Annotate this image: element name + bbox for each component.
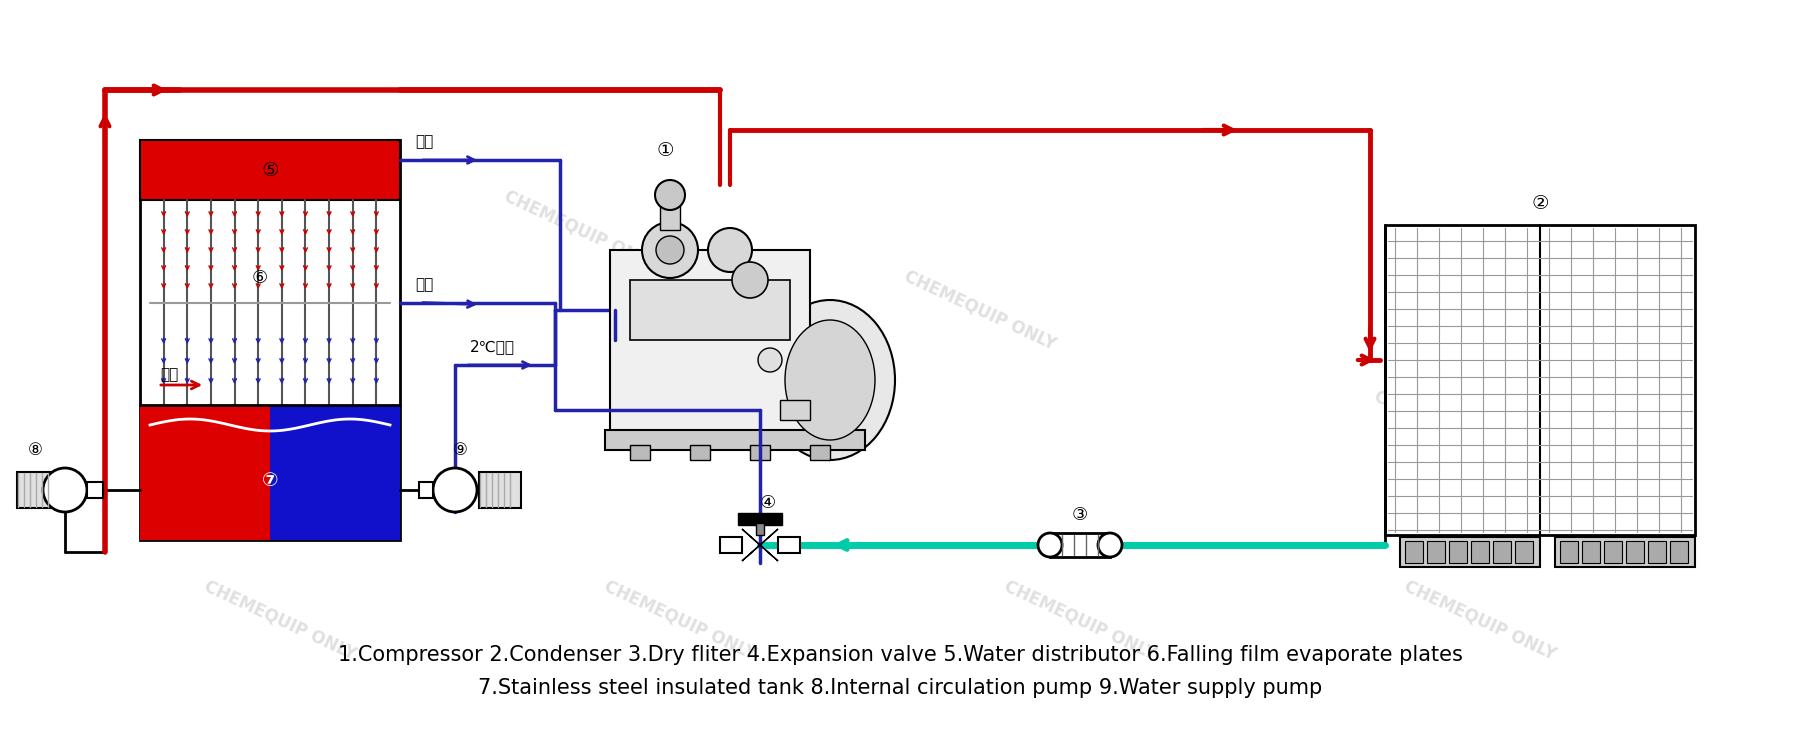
Text: CHEMEQUIP ONLY: CHEMEQUIP ONLY [601,577,760,663]
Bar [738,513,781,525]
Bar [1649,541,1667,563]
Text: ⑦: ⑦ [261,471,279,489]
Text: CHEMEQUIP ONLY: CHEMEQUIP ONLY [1001,577,1159,663]
Bar [1555,537,1696,567]
Bar [1449,541,1467,563]
Polygon shape [742,545,778,561]
Bar [756,523,763,535]
Bar [610,250,810,440]
Bar [751,445,770,460]
Text: 7.Stainless steel insulated tank 8.Internal circulation pump 9.Water supply pump: 7.Stainless steel insulated tank 8.Inter… [477,678,1323,698]
Bar [1400,537,1541,567]
Circle shape [643,222,698,278]
Text: ⑥: ⑥ [252,269,268,286]
Bar [1049,533,1111,557]
Bar [1670,541,1688,563]
Polygon shape [742,529,778,545]
Bar [140,405,270,540]
Circle shape [655,180,686,210]
Bar [1604,541,1622,563]
Bar [1561,541,1579,563]
Text: ③: ③ [1073,506,1087,524]
Bar [270,405,400,540]
Text: 1.Compressor 2.Condenser 3.Dry fliter 4.Expansion valve 5.Water distributor 6.Fa: 1.Compressor 2.Condenser 3.Dry fliter 4.… [338,645,1462,665]
Text: ④: ④ [760,494,776,512]
Bar [140,140,400,540]
Text: 回气: 回气 [416,135,434,149]
Text: 液液: 液液 [416,277,434,292]
Bar [16,472,58,508]
Text: ②: ② [1532,193,1548,212]
Bar [630,280,790,340]
Circle shape [434,468,477,512]
Text: CHEMEQUIP ONLY: CHEMEQUIP ONLY [1400,577,1559,663]
Text: ⑧: ⑧ [27,441,43,459]
Text: CHEMEQUIP ONLY: CHEMEQUIP ONLY [500,187,659,273]
Bar [1406,541,1424,563]
Bar [630,445,650,460]
Bar [86,482,103,498]
Bar [720,537,742,553]
Circle shape [1098,533,1121,557]
Text: CHEMEQUIP ONLY: CHEMEQUIP ONLY [902,267,1058,353]
Text: CHEMEQUIP ONLY: CHEMEQUIP ONLY [202,267,358,353]
Text: ⑤: ⑤ [261,161,279,180]
Bar [1471,541,1489,563]
Circle shape [733,262,769,298]
Circle shape [1039,533,1062,557]
Bar [779,400,810,420]
Bar [1516,541,1534,563]
Bar [689,445,709,460]
Bar [605,430,866,450]
Text: 进水: 进水 [160,368,178,383]
Bar [1384,225,1696,535]
Circle shape [43,468,86,512]
Circle shape [707,228,752,272]
Bar [1582,541,1600,563]
Bar [661,205,680,230]
Text: CHEMEQUIP ONLY: CHEMEQUIP ONLY [1372,387,1528,473]
Circle shape [655,236,684,264]
Ellipse shape [765,300,895,460]
Text: ①: ① [657,141,673,160]
Text: 2℃冷水: 2℃冷水 [470,340,515,354]
Bar [1625,541,1643,563]
Bar [419,482,434,498]
Text: ⑨: ⑨ [452,441,468,459]
Bar [1492,541,1510,563]
Bar [1427,541,1445,563]
Bar [140,140,400,200]
Bar [810,445,830,460]
Bar [479,472,520,508]
Text: CHEMEQUIP ONLY: CHEMEQUIP ONLY [202,577,358,663]
Bar [778,537,799,553]
Ellipse shape [785,320,875,440]
Circle shape [758,348,781,372]
